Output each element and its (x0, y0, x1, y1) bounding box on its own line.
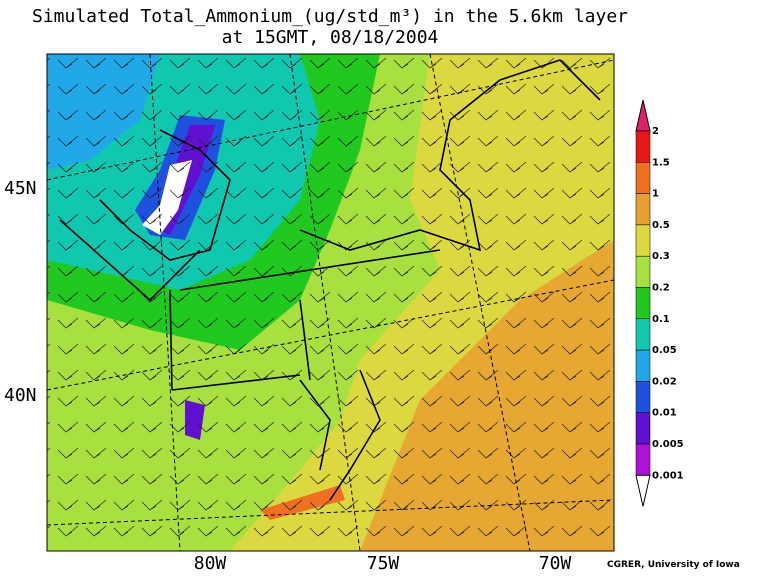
colorbar-label: 0.01 (652, 408, 677, 419)
colorbar-label: 1 (652, 189, 659, 200)
colorbar-arrow (635, 99, 651, 132)
lat-label: 40N (4, 385, 37, 406)
colorbar-label: 0.001 (652, 470, 684, 481)
map (47, 54, 614, 551)
colorbar-label: 0.5 (652, 220, 670, 231)
colorbar-segment (635, 381, 651, 413)
colorbar-arrow (635, 474, 651, 507)
colorbar-label: 2 (652, 126, 659, 137)
lon-label: 75W (367, 553, 400, 574)
colorbar-label: 1.5 (652, 157, 670, 168)
lon-label: 70W (539, 553, 572, 574)
colorbar-label: 0.2 (652, 283, 670, 294)
colorbar: 2 1.5 1 0.5 0.3 0.2 0.1 0.05 0.02 0.01 0.005 0.001 (635, 99, 684, 507)
colorbar-segment (635, 255, 651, 288)
colorbar-segment (635, 443, 651, 476)
credit: CGRER, University of Iowa (607, 560, 740, 570)
map-frame (46, 53, 615, 552)
colorbar-segment (635, 130, 651, 163)
lat-label: 45N (4, 178, 37, 199)
colorbar-segment (635, 193, 651, 226)
colorbar-segment (635, 287, 651, 320)
colorbar-segment (635, 412, 651, 445)
colorbar-segment (635, 162, 651, 194)
lon-label: 80W (194, 553, 227, 574)
colorbar-label: 0.005 (652, 439, 684, 450)
colorbar-segment (635, 224, 651, 257)
colorbar-label: 0.05 (652, 345, 677, 356)
colorbar-label: 0.1 (652, 314, 670, 325)
title-line: at 15GMT, 08/18/2004 (222, 27, 439, 48)
colorbar-segment (635, 349, 651, 382)
colorbar-segment (635, 318, 651, 351)
colorbar-label: 0.02 (652, 376, 677, 387)
title-line: Simulated Total_Ammonium_(ug/std_m³) in … (32, 6, 628, 27)
colorbar-label: 0.3 (652, 251, 670, 262)
